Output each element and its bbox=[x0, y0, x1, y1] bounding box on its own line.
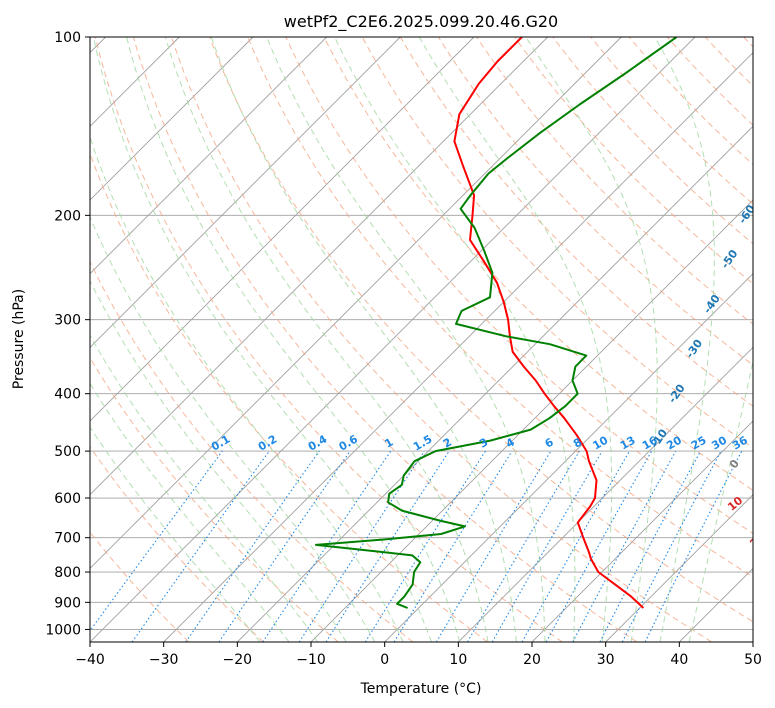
moist-adiabat-line bbox=[654, 37, 715, 642]
isotherm-line bbox=[384, 273, 753, 642]
mixing-ratio-line bbox=[131, 450, 270, 642]
moist-adiabat-line bbox=[210, 37, 517, 642]
dry-adiabat-line bbox=[323, 37, 753, 491]
moist-adiabat-line bbox=[525, 37, 658, 642]
isotherm-line bbox=[90, 37, 696, 642]
moist-adiabat-line bbox=[688, 358, 753, 642]
moist-adiabat-line bbox=[334, 37, 576, 642]
x-tick-label: 20 bbox=[523, 652, 541, 668]
moist-adiabat-lines bbox=[90, 37, 753, 642]
dry-adiabat-line bbox=[476, 37, 753, 325]
y-tick-label: 100 bbox=[54, 30, 81, 46]
isotherm-line bbox=[90, 37, 327, 275]
isotherm-line bbox=[237, 125, 753, 642]
mixing-ratio-line bbox=[467, 450, 580, 642]
mixing-ratio-line bbox=[185, 450, 320, 642]
x-tick-label: −20 bbox=[223, 652, 253, 668]
sounding-series bbox=[315, 37, 678, 609]
dry-adiabat-line bbox=[247, 37, 753, 578]
moist-adiabat-line bbox=[90, 215, 376, 642]
y-axis-title: Pressure (hPa) bbox=[11, 289, 27, 389]
mixing-ratio-line bbox=[572, 450, 677, 642]
mixing-ratio-line bbox=[435, 450, 552, 642]
y-axis-ticks: 100 200 300 400 500 600 700 800 900 1000 bbox=[45, 30, 90, 638]
isotherm-line bbox=[531, 420, 753, 642]
x-tick-label: 30 bbox=[597, 652, 615, 668]
mixing-ratio-line bbox=[90, 450, 223, 632]
moist-adiabat-line bbox=[90, 426, 261, 642]
y-tick-label: 400 bbox=[54, 387, 81, 403]
x-axis-title: Temperature (°C) bbox=[360, 681, 482, 697]
moist-adiabat-line bbox=[126, 37, 461, 642]
y-tick-label: 300 bbox=[54, 313, 81, 329]
x-tick-label: 40 bbox=[670, 652, 688, 668]
y-tick-label: 800 bbox=[54, 565, 81, 581]
dewpoint-line bbox=[315, 37, 678, 609]
isobar-gridlines bbox=[90, 37, 753, 630]
x-tick-label: 0 bbox=[380, 652, 389, 668]
isotherm-line bbox=[90, 37, 622, 569]
dry-adiabat-lines bbox=[90, 37, 753, 642]
dry-adiabat-line bbox=[94, 37, 563, 642]
mixing-ratio-line bbox=[364, 450, 486, 642]
isotherm-line bbox=[90, 37, 254, 201]
dry-adiabat-line bbox=[361, 37, 753, 449]
dry-adiabat-line bbox=[90, 446, 264, 642]
isotherm-line bbox=[90, 37, 548, 496]
x-tick-label: −40 bbox=[75, 652, 105, 668]
mixing-ratio-line bbox=[545, 450, 653, 642]
chart-title: wetPf2_C2E6.2025.099.20.46.G20 bbox=[284, 12, 558, 32]
moist-adiabat-line bbox=[90, 135, 404, 642]
moist-adiabat-line bbox=[92, 37, 432, 642]
mixing-ratio-line bbox=[521, 450, 630, 642]
mixing-ratio-lines bbox=[90, 450, 743, 642]
isotherm-line bbox=[605, 494, 753, 642]
y-tick-label: 200 bbox=[54, 208, 81, 224]
y-tick-label: 700 bbox=[54, 531, 81, 547]
y-tick-label: 900 bbox=[54, 595, 81, 611]
dry-adiabat-line bbox=[90, 260, 414, 642]
mixing-ratio-line bbox=[491, 450, 603, 642]
moist-adiabat-line bbox=[90, 334, 319, 642]
dry-adiabat-line bbox=[628, 37, 753, 166]
moist-adiabat-line bbox=[90, 382, 290, 642]
mixing-ratio-line bbox=[218, 450, 351, 642]
moist-adiabat-line bbox=[266, 37, 546, 642]
dry-adiabat-label: 20 bbox=[747, 530, 767, 550]
dry-adiabat-line bbox=[399, 37, 753, 407]
isotherm-line bbox=[90, 37, 401, 348]
dry-adiabat-line bbox=[132, 37, 638, 642]
dry-adiabat-line bbox=[514, 37, 753, 285]
moist-adiabat-line bbox=[418, 37, 613, 642]
isotherm-line bbox=[90, 37, 475, 422]
isotherm-line bbox=[458, 346, 753, 642]
dry-adiabat-line bbox=[209, 37, 753, 623]
x-tick-label: 10 bbox=[449, 652, 467, 668]
y-tick-label: 600 bbox=[54, 491, 81, 507]
x-tick-label: −10 bbox=[296, 652, 326, 668]
mixing-ratio-line bbox=[393, 450, 513, 642]
x-axis-ticks: −40 −30 −20 −10 0 10 20 30 40 50 bbox=[75, 642, 762, 668]
y-tick-label: 1000 bbox=[45, 622, 81, 638]
temperature-line bbox=[453, 37, 645, 609]
moist-adiabat-line bbox=[164, 37, 489, 642]
plot-frame bbox=[89, 36, 754, 643]
x-tick-label: 50 bbox=[744, 652, 762, 668]
isotherm-line bbox=[163, 52, 753, 642]
x-tick-label: −30 bbox=[149, 652, 179, 668]
isotherm-lines bbox=[90, 37, 753, 642]
mixing-ratio-line bbox=[325, 450, 450, 642]
y-tick-label: 500 bbox=[54, 444, 81, 460]
